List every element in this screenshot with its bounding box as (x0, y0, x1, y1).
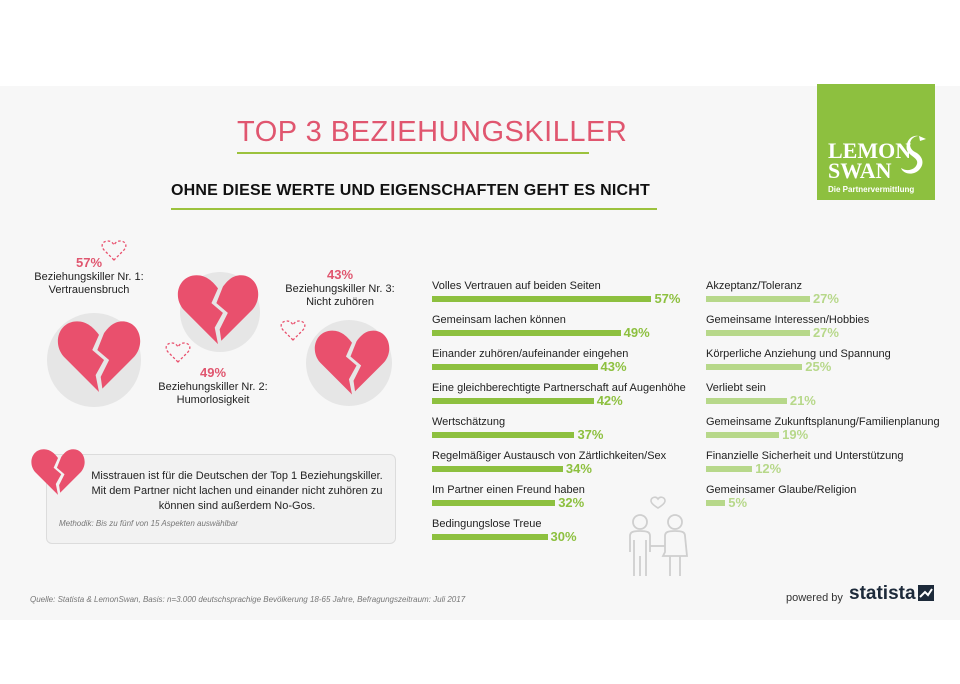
killer-3-pct: 43% (326, 267, 354, 282)
logo-line1: LEMON (828, 138, 912, 163)
bar (706, 296, 810, 302)
title-underline (237, 152, 589, 154)
bar (706, 500, 726, 506)
bar (432, 466, 563, 472)
subtitle-underline (171, 208, 657, 210)
outline-heart-icon (101, 240, 127, 261)
bar (706, 364, 803, 370)
bar-item: Gemeinsam lachen können 49% (432, 314, 692, 346)
bar-value-label: 43% (600, 359, 627, 374)
bar-item: Gemeinsame Zukunftsplanung/Familienplanu… (706, 416, 960, 448)
bar-item: Körperliche Anziehung und Spannung 25% (706, 348, 960, 380)
bar-item: Verliebt sein 21% (706, 382, 960, 414)
bar-item: Akzeptanz/Toleranz 27% (706, 280, 960, 312)
bar-label: Einander zuhören/aufeinander eingehen (432, 348, 629, 360)
bar-value-label: 32% (558, 495, 585, 510)
bar-label: Regelmäßiger Austausch von Zärtlichkeite… (432, 450, 667, 462)
bar-item: Finanzielle Sicherheit und Unterstützung… (706, 450, 960, 482)
bar-value-label: 5% (728, 495, 748, 510)
chart-subtitle: OHNE DIESE WERTE UND EIGENSCHAFTEN GEHT … (171, 182, 650, 199)
bar-item: Wertschätzung 37% (432, 416, 692, 448)
bar (432, 330, 621, 336)
bar-item: Regelmäßiger Austausch von Zärtlichkeite… (432, 450, 692, 482)
killer-1-pct: 57% (75, 255, 103, 270)
bar-label: Finanzielle Sicherheit und Unterstützung (706, 450, 904, 462)
bar-value-label: 19% (782, 427, 809, 442)
broken-heart-icon (314, 330, 390, 395)
killer-2-label: 49% Beziehungskiller Nr. 2: Humorlosigke… (148, 366, 278, 407)
bar-value-label: 27% (812, 325, 839, 340)
bar-value-label: 25% (805, 359, 832, 374)
bar-value-label: 27% (812, 291, 839, 306)
bar-value-label: 49% (623, 325, 650, 340)
swan-logo-icon (901, 135, 926, 174)
killer-1-label: 57% Beziehungskiller Nr. 1: Vertrauensbr… (30, 256, 148, 297)
bar (432, 432, 575, 438)
killer-2-line2: Humorlosigkeit (176, 394, 250, 406)
killer-1-line1: Beziehungskiller Nr. 1: (34, 271, 144, 283)
couple-icon (629, 496, 688, 576)
bar-value-label: 57% (654, 291, 681, 306)
bar-label: Wertschätzung (432, 416, 506, 428)
bar-label: Akzeptanz/Toleranz (706, 280, 802, 292)
methodology-text: Methodik: Bis zu fünf von 15 Aspekten au… (59, 519, 238, 528)
broken-heart-icon (31, 449, 85, 495)
bar-item: Im Partner einen Freund haben 32% (432, 484, 692, 516)
killer-2-pct: 49% (199, 365, 227, 380)
bar-label: Verliebt sein (706, 382, 766, 394)
bar (706, 398, 787, 404)
killer-3-label: 43% Beziehungskiller Nr. 3: Nicht zuhöre… (278, 268, 402, 309)
killer-3-line2: Nicht zuhören (306, 296, 374, 308)
bar (706, 432, 780, 438)
bar-label: Im Partner einen Freund haben (432, 484, 585, 496)
bar-value-label: 34% (565, 461, 592, 476)
bar-item: Eine gleichberechtigte Partnerschaft auf… (432, 382, 692, 414)
bar (432, 500, 556, 506)
bar-value-label: 30% (550, 529, 577, 544)
broken-heart-icon (177, 275, 259, 345)
bar-item: Volles Vertrauen auf beiden Seiten 57% (432, 280, 692, 312)
bar-value-label: 12% (755, 461, 782, 476)
bar-label: Gemeinsam lachen können (432, 314, 566, 326)
page-title: TOP 3 BEZIEHUNGSKILLER (237, 116, 628, 148)
source-note: Quelle: Statista & LemonSwan, Basis: n=3… (30, 595, 466, 604)
logo-tagline: Die Partnervermittlung (828, 185, 915, 194)
bar-value-label: 37% (577, 427, 604, 442)
bar-label: Bedingungslose Treue (432, 518, 542, 530)
bar-item: Gemeinsame Interessen/Hobbies 27% (706, 314, 960, 346)
bar-label: Volles Vertrauen auf beiden Seiten (432, 280, 601, 292)
bar-value-label: 21% (789, 393, 816, 408)
bar-label: Gemeinsame Interessen/Hobbies (706, 314, 870, 326)
bar-value-label: 42% (596, 393, 623, 408)
bar-label: Gemeinsamer Glaube/Religion (706, 484, 857, 496)
bar (432, 398, 594, 404)
bar-item: Einander zuhören/aufeinander eingehen 43% (432, 348, 692, 380)
summary-note: Misstrauen ist für die Deutschen der Top… (46, 454, 396, 544)
powered-by-label: powered by (786, 592, 843, 604)
killer-2-line1: Beziehungskiller Nr. 2: (158, 381, 268, 393)
logo-line2: SWAN (828, 158, 892, 183)
bar-label: Gemeinsame Zukunftsplanung/Familienplanu… (706, 416, 940, 428)
outline-heart-icon (280, 320, 306, 341)
killer-3-line1: Beziehungskiller Nr. 3: (285, 283, 395, 295)
lemonswan-logo: LEMON SWAN Die Partnervermittlung (817, 84, 935, 200)
statista-mark-icon (918, 585, 934, 601)
bar-label: Eine gleichberechtigte Partnerschaft auf… (432, 382, 686, 394)
broken-heart-icon (57, 321, 141, 392)
bar (432, 296, 652, 302)
bar-label: Körperliche Anziehung und Spannung (706, 348, 891, 360)
killer-1-line2: Vertrauensbruch (48, 284, 130, 296)
bar (706, 466, 753, 472)
summary-text: Misstrauen ist für die Deutschen der Top… (91, 470, 383, 512)
bar (432, 364, 598, 370)
bar (706, 330, 810, 336)
bar (432, 534, 548, 540)
statista-logo: statista (849, 583, 916, 604)
bar-item: Bedingungslose Treue 30% (432, 518, 692, 550)
outline-heart-icon (165, 342, 191, 363)
bar-item: Gemeinsamer Glaube/Religion 5% (706, 484, 960, 516)
